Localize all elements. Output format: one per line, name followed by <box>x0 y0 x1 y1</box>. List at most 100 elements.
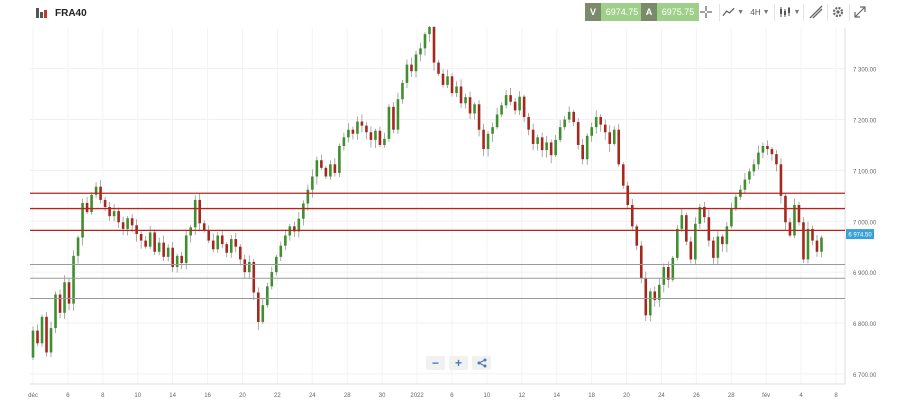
candle-body <box>193 199 197 228</box>
candle-body <box>284 235 287 246</box>
x-tick-label: 18 <box>588 393 595 399</box>
sell-price: 6974.75 <box>601 3 643 21</box>
candle-body <box>238 246 242 260</box>
candle-body <box>721 236 724 245</box>
buy-label: A <box>641 3 657 21</box>
sell-button[interactable]: V 6974.75 <box>585 3 643 21</box>
candle-body <box>748 171 751 180</box>
candle-body <box>81 202 84 238</box>
y-tick-label: 7 100.00 <box>853 169 877 175</box>
x-tick-label: 14 <box>553 393 560 399</box>
candle-body <box>648 291 652 316</box>
crosshair-icon[interactable] <box>696 4 716 20</box>
candle-body <box>531 129 535 144</box>
candle-body <box>324 167 328 177</box>
candle-body <box>698 207 702 224</box>
candle-body <box>180 255 183 263</box>
candle-body <box>491 127 494 134</box>
candle-body <box>220 235 224 245</box>
zoom-controls: − + <box>426 356 491 370</box>
x-tick-label: 28 <box>728 393 735 399</box>
candle-body <box>351 129 355 134</box>
candle-body <box>130 218 134 226</box>
candle-body <box>459 86 463 104</box>
candle-body <box>45 316 48 353</box>
candle-body <box>730 208 733 227</box>
expand-icon[interactable] <box>851 4 869 20</box>
candle-body <box>410 64 413 72</box>
candle-body <box>590 127 594 136</box>
symbol-title: FRA40 <box>36 5 87 21</box>
candle-body <box>356 121 359 134</box>
candle-body <box>630 204 634 227</box>
candle-body <box>482 129 485 150</box>
candle-body <box>211 240 215 250</box>
candle-body <box>802 222 805 260</box>
candle-body <box>383 138 386 145</box>
candle-body <box>189 227 192 236</box>
x-tick-label: 6 <box>66 393 70 399</box>
zoom-out-button[interactable]: − <box>426 356 445 370</box>
x-tick-label: 30 <box>379 393 386 399</box>
candle-body <box>820 237 823 252</box>
x-tick-label: déc <box>28 393 38 399</box>
buy-button[interactable]: A 6975.75 <box>641 3 699 21</box>
candle-body <box>333 164 337 173</box>
price-chart[interactable]: 6 700.00 6 800.00 6 900.00 7 000.00 7 100.00… <box>0 26 900 400</box>
candle-body <box>635 226 639 246</box>
sell-label: V <box>585 3 601 21</box>
candle-body <box>378 130 382 145</box>
candle-body <box>527 117 530 130</box>
candle-body <box>198 199 202 224</box>
x-tick-label: 2022 <box>410 393 424 399</box>
candle-body <box>437 62 440 74</box>
candle-body <box>734 196 738 209</box>
candle-body <box>486 133 490 150</box>
buy-price: 6975.75 <box>657 3 699 21</box>
interval-select[interactable]: 4H ▼ <box>750 7 770 17</box>
candles-icon[interactable]: ▼ <box>777 4 801 20</box>
x-tick-label: 6 <box>450 393 454 399</box>
candle-body <box>757 152 760 165</box>
current-price-tag <box>846 229 874 240</box>
candle-body <box>657 284 661 301</box>
candle-body <box>374 130 377 140</box>
candle-body <box>67 282 71 304</box>
interval-label: 4H <box>750 7 761 17</box>
x-tick-label: 20 <box>239 393 246 399</box>
candle-body <box>761 145 765 153</box>
candle-body <box>468 97 472 114</box>
candle-body <box>148 232 152 247</box>
y-tick-label: 6 800.00 <box>853 322 877 328</box>
candle-body <box>387 106 391 139</box>
line-chart-icon[interactable]: ▼ <box>722 4 744 20</box>
x-tick-label: 14 <box>169 393 176 399</box>
candle-body <box>599 117 603 125</box>
candle-body <box>563 119 566 128</box>
candle-body <box>712 240 715 258</box>
candle-body <box>302 203 305 219</box>
candle-body <box>581 144 584 160</box>
candle-body <box>806 228 810 260</box>
candle-body <box>513 101 517 111</box>
candle-body <box>293 226 296 232</box>
candle-body <box>243 259 247 273</box>
candle-body <box>247 261 251 273</box>
candle-body <box>306 189 310 204</box>
candle-body <box>450 76 454 94</box>
candle-body <box>594 117 598 128</box>
candle-body <box>338 145 341 173</box>
candle-body <box>315 160 319 177</box>
x-tick-label: 24 <box>309 393 316 399</box>
y-tick-label: 7 300.00 <box>853 68 877 74</box>
x-tick-label: 12 <box>518 393 525 399</box>
draw-icon[interactable] <box>806 4 826 20</box>
candle-body <box>202 223 206 231</box>
candle-body <box>261 305 265 322</box>
gear-icon[interactable] <box>829 4 847 20</box>
share-button[interactable] <box>472 356 491 370</box>
candle-body <box>419 48 422 55</box>
zoom-in-button[interactable]: + <box>449 356 468 370</box>
candle-body <box>108 207 111 217</box>
candle-body <box>621 164 625 186</box>
